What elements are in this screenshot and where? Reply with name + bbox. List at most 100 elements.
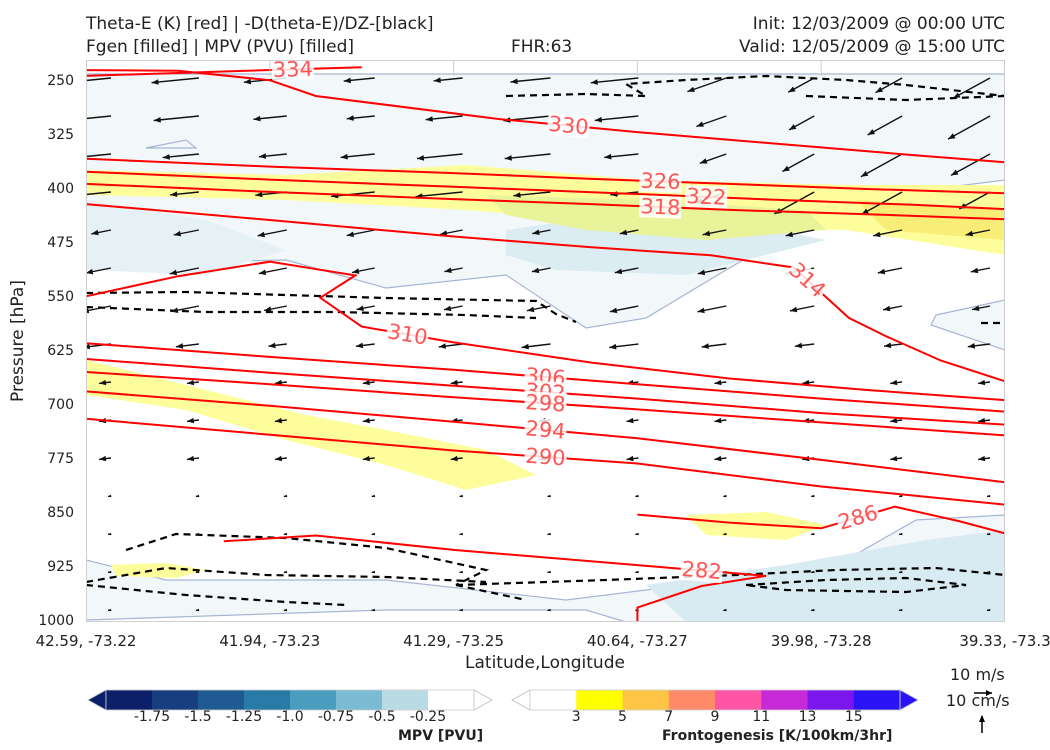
wind-vector-head bbox=[187, 379, 195, 386]
wind-vector-head bbox=[788, 86, 796, 93]
wind-vector-head bbox=[861, 208, 869, 215]
wind-vector-head bbox=[99, 379, 107, 386]
wind-vector-head bbox=[371, 570, 376, 574]
theta-e-label: 326 bbox=[640, 169, 681, 194]
wind-vector-head bbox=[877, 268, 886, 275]
x-tick-label: 39.98, -73.28 bbox=[770, 632, 872, 650]
wind-vector-head bbox=[459, 570, 463, 574]
y-axis-label: Pressure [hPa] bbox=[8, 280, 28, 402]
wind-vector-head bbox=[701, 343, 709, 349]
wind-vector bbox=[952, 77, 991, 99]
wind-vector-head bbox=[626, 417, 634, 424]
colorbar-swatch bbox=[428, 690, 475, 710]
wind-vector-head bbox=[967, 343, 976, 349]
colorbar-swatch bbox=[761, 690, 809, 710]
wind-vector-head bbox=[253, 115, 261, 122]
theta-e-label-group: 330 bbox=[546, 112, 591, 140]
wind-vector-head bbox=[873, 231, 881, 238]
colorbar-label: 15 bbox=[844, 709, 863, 725]
wind-vector-head bbox=[170, 307, 179, 313]
fgen-colorbar bbox=[511, 689, 919, 711]
theta-e-label-group: 326 bbox=[639, 169, 682, 194]
wind-vector-head bbox=[362, 417, 370, 424]
wind-vector-head bbox=[459, 494, 463, 498]
vector-reference-top: 10 m/s bbox=[950, 665, 1005, 684]
wind-vector-head bbox=[283, 570, 288, 574]
wind-vector-head bbox=[153, 117, 161, 123]
y-tick-label: 400 bbox=[47, 180, 74, 197]
wind-vector-head bbox=[978, 455, 986, 462]
fgen-fill-lowright bbox=[686, 512, 826, 540]
wind-vector-head bbox=[362, 455, 370, 462]
theta-e-label-group: 294 bbox=[523, 416, 568, 444]
wind-vector-head bbox=[687, 86, 695, 92]
wind-vector-head bbox=[697, 307, 705, 314]
wind-vector-head bbox=[789, 306, 798, 313]
colorbar-swatch bbox=[807, 690, 855, 710]
wind-vector-head bbox=[371, 494, 376, 498]
theta-e-label-bg bbox=[679, 557, 724, 584]
wind-vector bbox=[774, 191, 815, 215]
y-tick-label: 700 bbox=[47, 396, 74, 413]
wind-vector-head bbox=[170, 191, 178, 197]
wind-vector-head bbox=[635, 532, 639, 536]
wind-vector-head bbox=[723, 608, 727, 612]
wind-vector-head bbox=[811, 608, 815, 612]
colorbar-swatch bbox=[198, 690, 245, 710]
theta-e-label-bg bbox=[523, 417, 568, 443]
theta-e-contour-334 bbox=[86, 66, 362, 77]
theta-e-label: 318 bbox=[640, 194, 681, 220]
wind-vector-head bbox=[614, 268, 623, 275]
wind-vector-head bbox=[811, 570, 815, 574]
theta-e-label-group: 282 bbox=[679, 557, 724, 584]
wind-vector-head bbox=[899, 608, 903, 612]
x-tick-label: 41.29, -73.25 bbox=[403, 632, 505, 650]
wind-vector bbox=[86, 77, 112, 82]
vector-reference-bottom: 10 cm/s bbox=[946, 691, 1010, 710]
wind-vector-head bbox=[108, 608, 112, 612]
theta-e-label: 330 bbox=[547, 112, 589, 140]
dthetae-contour bbox=[86, 290, 577, 324]
wind-vector-head bbox=[86, 343, 90, 350]
wind-vector bbox=[153, 115, 199, 122]
y-tick-label: 1000 bbox=[38, 613, 74, 629]
mpv-fill-upper-left bbox=[86, 200, 286, 275]
wind-vector-head bbox=[604, 153, 612, 160]
wind-vector-head bbox=[283, 532, 288, 536]
colorbar-label: -1.5 bbox=[184, 709, 212, 725]
dthetae-contour bbox=[125, 532, 490, 586]
dthetae-contour bbox=[505, 74, 1005, 98]
wind-vector-head bbox=[987, 494, 991, 498]
wind-vector bbox=[950, 153, 991, 177]
theta-e-label-group: 310 bbox=[385, 319, 431, 350]
wind-vector-head bbox=[459, 532, 463, 536]
colorbar-swatch bbox=[152, 690, 199, 710]
wind-vector-head bbox=[972, 305, 980, 311]
wind-vector-head bbox=[504, 155, 512, 161]
wind-vector-head bbox=[99, 455, 107, 462]
theta-e-label-group: 290 bbox=[523, 444, 568, 470]
mpv-fill-lower-blue bbox=[646, 530, 1005, 622]
wind-vector-head bbox=[274, 417, 282, 424]
wind-vector-head bbox=[283, 608, 288, 612]
wind-vector-head bbox=[978, 417, 986, 424]
theta-e-label: 294 bbox=[524, 416, 566, 444]
wind-vector-head bbox=[626, 455, 634, 462]
colorbar-label: -0.25 bbox=[409, 709, 447, 725]
colorbar-label: 7 bbox=[664, 709, 674, 725]
wind-vector-head bbox=[714, 379, 722, 386]
wind-vector-head bbox=[890, 379, 898, 386]
colorbar-swatch bbox=[715, 690, 762, 710]
wind-vector bbox=[416, 153, 463, 160]
wind-vector-head bbox=[416, 155, 425, 161]
wind-vector-head bbox=[510, 78, 518, 85]
wind-vector-head bbox=[547, 608, 551, 612]
wind-vector bbox=[151, 77, 199, 84]
reference-vector-vertical-head bbox=[979, 715, 985, 722]
wind-vector-head bbox=[702, 230, 711, 237]
wind-vector-head bbox=[890, 417, 898, 424]
colorbar-label: -1.25 bbox=[225, 709, 263, 725]
colorbar-label: 11 bbox=[752, 709, 771, 725]
forecast-hour: FHR:63 bbox=[511, 37, 573, 57]
colorbar-arrow-left bbox=[511, 689, 531, 711]
